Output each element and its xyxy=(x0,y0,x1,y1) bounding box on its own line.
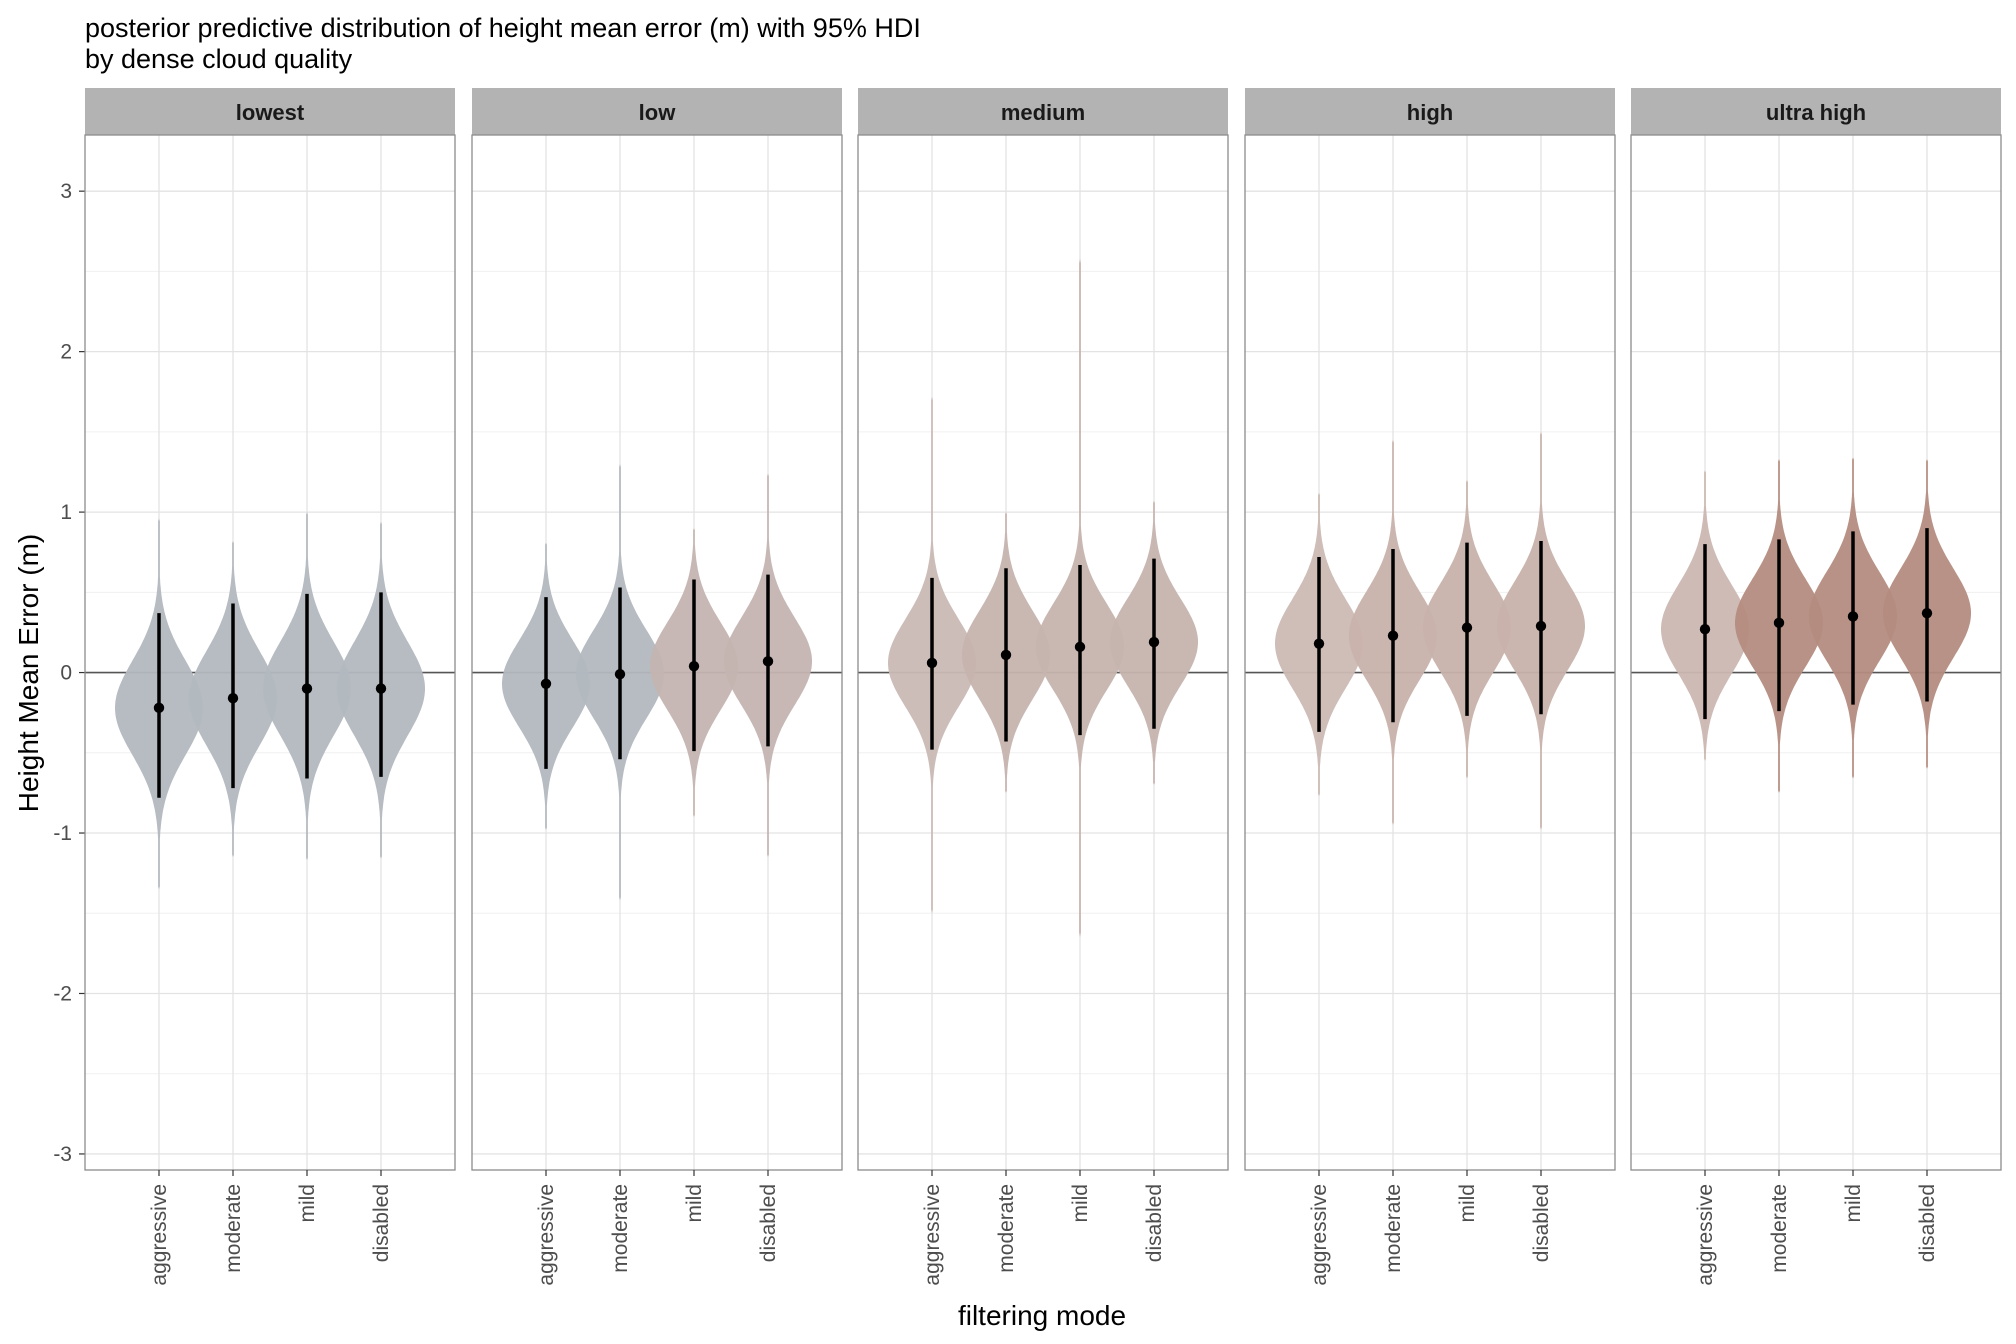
median-point xyxy=(1313,638,1325,649)
y-tick-label: 3 xyxy=(60,180,72,203)
median-point xyxy=(1074,641,1086,653)
panel-border xyxy=(857,134,1229,1171)
median-point xyxy=(540,678,552,689)
x-tick-label: mild xyxy=(1456,1184,1479,1223)
facet-strip xyxy=(472,88,842,135)
median-point xyxy=(1847,611,1859,622)
x-tick-label: aggressive xyxy=(1694,1184,1717,1286)
panel-border xyxy=(471,134,843,1171)
median-point xyxy=(1535,620,1547,632)
median-point xyxy=(301,683,313,694)
facet-strip-label: lowest xyxy=(236,100,305,125)
median-point xyxy=(1699,624,1711,635)
median-point xyxy=(762,656,774,667)
median-point xyxy=(1148,636,1160,648)
median-point xyxy=(1921,607,1933,619)
facet-strip xyxy=(858,88,1228,135)
median-point xyxy=(1387,630,1399,641)
facet-strip-label: medium xyxy=(1001,100,1085,125)
panel-border xyxy=(1244,134,1616,1171)
x-tick-label: aggressive xyxy=(535,1184,558,1286)
panel-border xyxy=(1630,134,2002,1171)
median-point xyxy=(227,693,239,704)
y-axis-title: Height Mean Error (m) xyxy=(13,534,44,813)
median-point xyxy=(688,660,700,672)
facet-strip xyxy=(1245,88,1615,135)
median-point xyxy=(1000,649,1012,661)
median-point xyxy=(614,668,626,680)
facet-strip xyxy=(85,88,455,135)
x-axis-title: filtering mode xyxy=(958,1300,1126,1331)
facet-strip-label: high xyxy=(1407,100,1453,125)
y-tick-label: -1 xyxy=(53,822,72,845)
chart-subtitle: by dense cloud quality xyxy=(85,44,353,74)
x-tick-label: mild xyxy=(1069,1184,1092,1223)
x-tick-label: moderate xyxy=(222,1184,245,1273)
y-tick-label: 0 xyxy=(60,662,72,685)
facet-panel: ultra high aggressive moderate mild disabled xyxy=(1630,88,2002,1286)
x-tick-label: disabled xyxy=(757,1184,780,1262)
facet-panel: low aggressive moderate mild disabled xyxy=(471,88,843,1286)
x-tick-label: aggressive xyxy=(148,1184,171,1286)
x-tick-label: moderate xyxy=(995,1184,1018,1273)
x-tick-label: aggressive xyxy=(1308,1184,1331,1286)
facet-strip-label: ultra high xyxy=(1766,100,1866,125)
x-tick-label: moderate xyxy=(609,1184,632,1273)
x-tick-label: disabled xyxy=(1530,1184,1553,1262)
y-tick-label: -3 xyxy=(53,1143,72,1166)
x-tick-label: disabled xyxy=(370,1184,393,1262)
x-tick-label: disabled xyxy=(1143,1184,1166,1262)
x-tick-label: moderate xyxy=(1382,1184,1405,1273)
x-tick-label: mild xyxy=(296,1184,319,1223)
y-tick-label: -2 xyxy=(53,982,72,1005)
chart-title: posterior predictive distribution of hei… xyxy=(85,13,921,43)
median-point xyxy=(375,683,387,694)
median-point xyxy=(926,657,938,669)
y-tick-label: 2 xyxy=(60,341,72,364)
facet-strip xyxy=(1631,88,2001,135)
plot-area: -3 -2 -1 0 1 2 3 lowest aggressive moderate mild di… xyxy=(53,88,2002,1286)
facet-panel: lowest aggressive moderate mild disabled xyxy=(84,88,456,1286)
x-tick-label: moderate xyxy=(1768,1184,1791,1273)
x-tick-label: disabled xyxy=(1916,1184,1939,1262)
x-tick-label: mild xyxy=(1842,1184,1865,1223)
median-point xyxy=(1773,617,1785,629)
facet-panel: medium aggressive moderate mild disabled xyxy=(857,88,1229,1286)
panel-border xyxy=(84,134,456,1171)
median-point xyxy=(1461,622,1473,633)
x-tick-label: mild xyxy=(683,1184,706,1223)
facet-panel: high aggressive moderate mild disabled xyxy=(1244,88,1616,1286)
x-tick-label: aggressive xyxy=(921,1184,944,1286)
y-tick-label: 1 xyxy=(60,501,72,524)
median-point xyxy=(153,702,165,714)
facet-strip-label: low xyxy=(639,100,677,125)
